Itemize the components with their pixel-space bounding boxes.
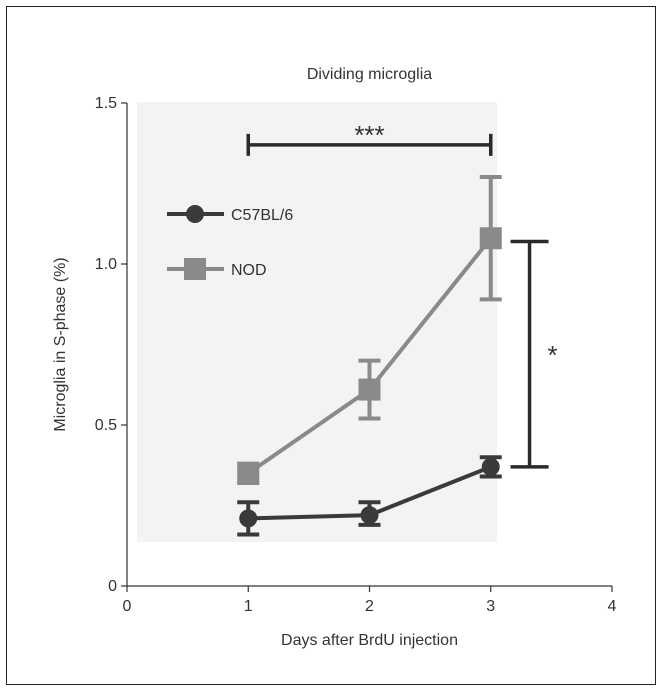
x-tick-label: 4 — [608, 598, 617, 615]
plot-shading — [137, 102, 497, 542]
significance-annotations: **** — [246, 120, 558, 469]
data-point — [360, 506, 379, 525]
legend-label: NOD — [231, 262, 267, 279]
data-series — [237, 175, 502, 537]
axes: 0 0.5 1.0 1.5 0 1 2 3 4 — [95, 95, 617, 615]
x-tick-label: 1 — [244, 598, 253, 615]
x-tick-label: 3 — [486, 598, 495, 615]
legend-item: C57BL/6 — [167, 205, 293, 224]
data-point — [479, 227, 502, 250]
data-point — [481, 457, 500, 476]
legend-label: C57BL/6 — [231, 207, 293, 224]
legend-marker — [184, 258, 206, 280]
series-nod — [237, 175, 502, 485]
y-tick-label: 0 — [108, 578, 117, 595]
y-tick-label: 0.5 — [95, 417, 117, 434]
significance-label: * — [548, 340, 558, 370]
chart: Dividing microglia Microglia in S-phase … — [52, 66, 617, 649]
legend-item: NOD — [167, 258, 267, 280]
series-c57bl6 — [237, 455, 502, 537]
legend-marker — [186, 205, 204, 223]
chart-title: Dividing microglia — [307, 66, 432, 83]
y-tick-label: 1.5 — [95, 95, 117, 112]
significance-label: *** — [354, 120, 384, 150]
legend: C57BL/6 NOD — [167, 205, 293, 280]
data-point — [239, 509, 258, 528]
data-point — [237, 462, 260, 485]
figure-frame: Dividing microglia Microglia in S-phase … — [6, 6, 656, 685]
y-tick-label: 1.0 — [95, 256, 117, 273]
x-axis-label: Days after BrdU injection — [281, 632, 458, 649]
x-tick-label: 0 — [123, 598, 132, 615]
data-point — [358, 378, 381, 401]
y-axis-label: Microglia in S-phase (%) — [52, 257, 69, 431]
x-tick-label: 2 — [365, 598, 374, 615]
